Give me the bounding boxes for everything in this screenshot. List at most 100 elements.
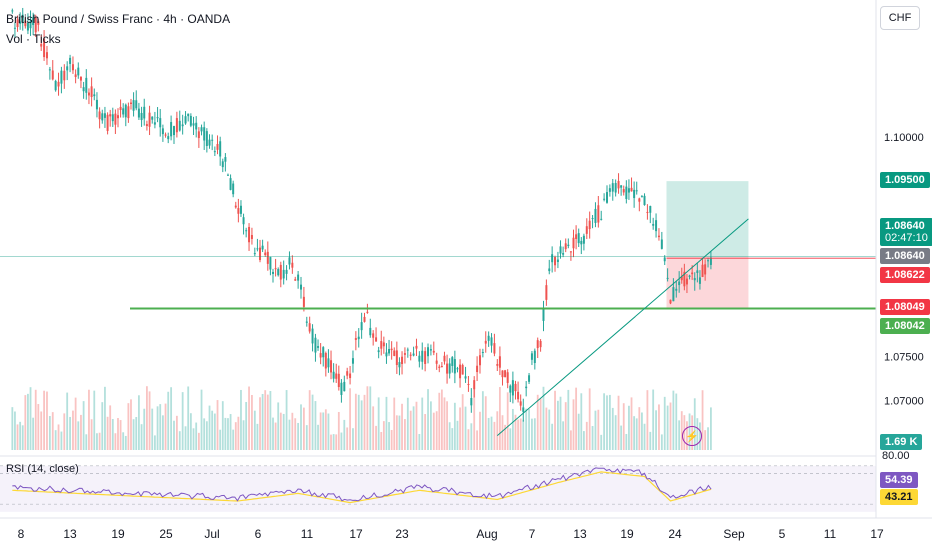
volume-bar <box>96 433 98 450</box>
candle-body <box>643 195 646 206</box>
volume-bar <box>658 404 660 450</box>
candle-body <box>308 323 311 332</box>
candle-body <box>496 364 499 366</box>
volume-bar <box>314 401 317 450</box>
candle-body <box>660 239 663 249</box>
volume-bar <box>240 389 242 450</box>
time-tick-label: 13 <box>63 527 77 541</box>
candle-body <box>633 189 636 199</box>
volume-bar <box>633 416 636 450</box>
candle-body <box>127 106 130 119</box>
candle-body <box>57 81 60 87</box>
candle-body <box>575 234 578 239</box>
candle-body <box>330 360 333 373</box>
candle-body <box>506 372 509 383</box>
volume-bar <box>638 407 641 450</box>
candle-body <box>187 113 190 117</box>
volume-bar <box>63 413 66 450</box>
candle-body <box>707 260 710 262</box>
candle-body <box>314 337 317 353</box>
rsi-value: 54.39 <box>885 474 913 486</box>
candle-body <box>395 350 398 365</box>
volume-bar <box>401 403 403 450</box>
time-tick-label: 11 <box>301 527 314 541</box>
volume-bar <box>453 402 456 450</box>
candle-body <box>242 217 245 225</box>
volume-bar <box>481 391 484 450</box>
volume-bar <box>533 418 536 450</box>
currency-button[interactable]: CHF <box>880 6 920 30</box>
volume-bar <box>251 394 253 450</box>
candle-body <box>143 106 146 119</box>
candle-body <box>453 359 456 374</box>
time-tick-label: 17 <box>349 527 363 541</box>
candle-body <box>66 66 69 71</box>
candle-body <box>435 360 438 364</box>
candle-body <box>709 257 712 265</box>
entry-price: 1.08640 <box>885 249 925 262</box>
last-price-tag: 1.08640 02:47:10 <box>880 217 932 246</box>
stop-price-tag: 1.08622 <box>880 267 930 284</box>
candle-body <box>490 337 493 346</box>
volume-bar <box>85 434 88 450</box>
volume-bar <box>192 428 195 450</box>
volume-bar <box>372 406 375 450</box>
candle-body <box>369 327 372 336</box>
lightning-icon[interactable]: ⚡ <box>682 426 702 446</box>
volume-bar <box>666 405 669 450</box>
time-tick-label: 24 <box>668 527 682 541</box>
candle-body <box>514 383 517 392</box>
candle-body <box>69 57 72 64</box>
candle-body <box>226 174 229 176</box>
volume-bar <box>490 416 493 450</box>
volume-bar <box>366 386 369 450</box>
candle-body <box>221 161 224 168</box>
candle-body <box>317 346 320 348</box>
candle-body <box>594 208 597 223</box>
volume-bar <box>357 394 360 450</box>
candle-body <box>617 180 620 189</box>
volume-bar <box>669 402 672 450</box>
volume-bar <box>580 393 583 450</box>
candle-body <box>657 235 660 238</box>
volume-bar <box>11 407 14 450</box>
volume-bar <box>14 411 16 450</box>
volume-bar <box>531 418 533 450</box>
volume-bar <box>412 406 415 450</box>
candle-body <box>577 233 580 244</box>
volume-bar <box>349 388 351 450</box>
candle-body <box>13 27 16 29</box>
volume-bar <box>122 432 125 450</box>
volume-bar <box>398 415 401 450</box>
rsi-upper-band-label: 80.00 <box>882 450 910 462</box>
volume-bar <box>57 424 60 450</box>
candle-body <box>357 336 360 340</box>
candle-body <box>294 279 297 281</box>
volume-bar <box>140 424 143 450</box>
volume-bar <box>248 386 250 450</box>
candle-body <box>688 275 691 277</box>
volume-bar <box>19 421 22 450</box>
volume-bar <box>74 397 77 450</box>
volume-bar <box>40 411 43 450</box>
volume-bar <box>208 405 211 450</box>
candle-body <box>63 70 66 81</box>
candle-body <box>498 356 501 368</box>
volume-label: Vol · Ticks <box>6 32 61 46</box>
time-tick-label: Sep <box>723 527 745 541</box>
candle-body <box>16 19 19 27</box>
volume-bar <box>363 394 366 450</box>
candle-body <box>322 347 325 358</box>
candle-body <box>582 235 585 244</box>
candle-body <box>269 257 272 270</box>
volume-bar <box>300 404 302 450</box>
candle-body <box>54 80 57 91</box>
candle-body <box>685 278 688 285</box>
volume-bar <box>461 394 464 450</box>
candle-body <box>219 141 222 157</box>
candle-body <box>279 264 282 280</box>
time-tick-label: 7 <box>529 527 536 541</box>
candle-body <box>382 342 385 347</box>
candle-body <box>253 253 256 255</box>
